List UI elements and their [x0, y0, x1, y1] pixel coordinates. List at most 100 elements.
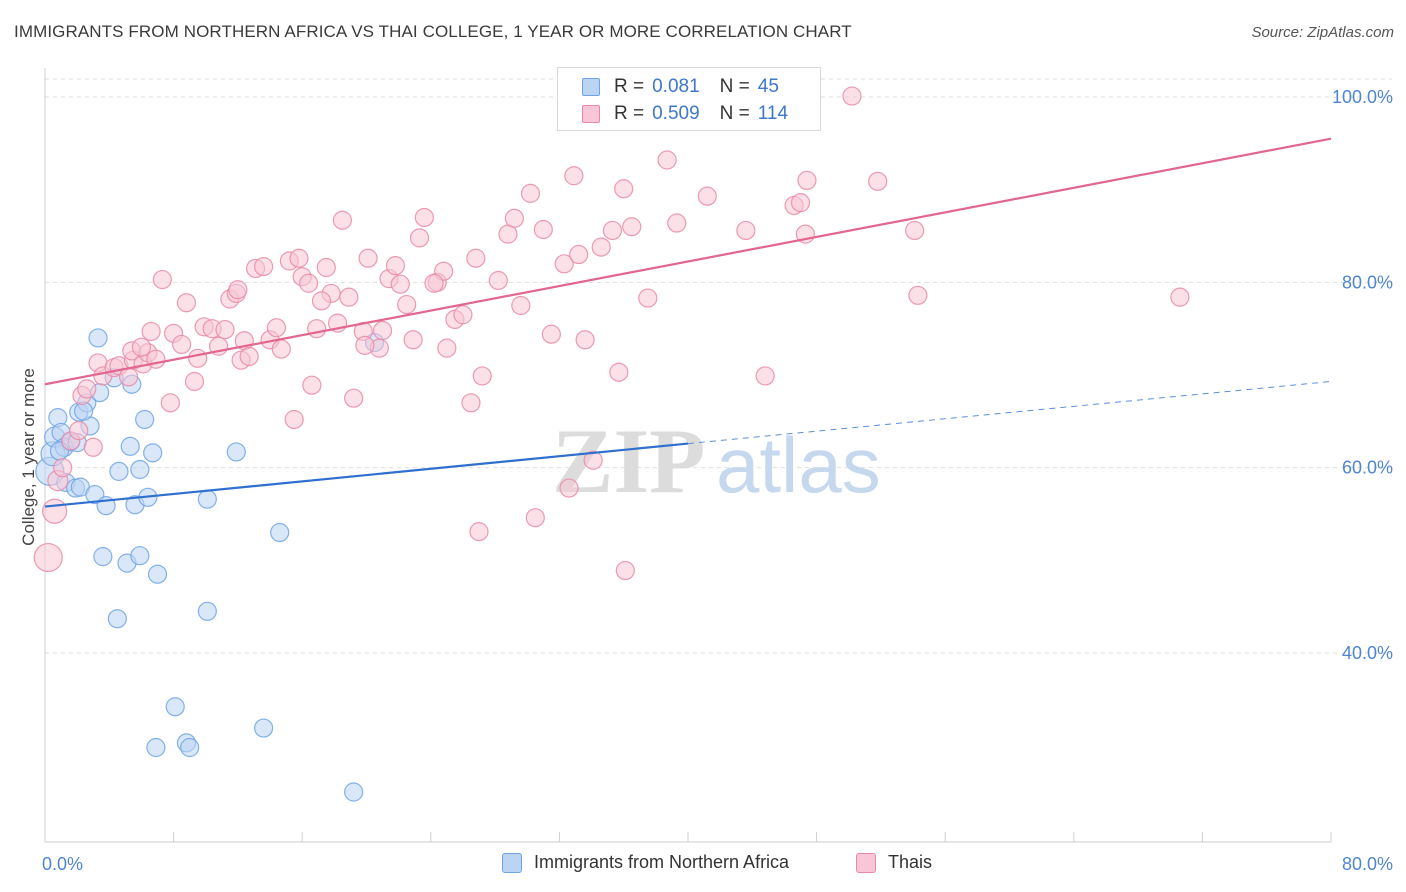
data-point[interactable]	[266, 318, 287, 338]
data-point[interactable]	[160, 393, 180, 413]
data-point[interactable]	[525, 508, 545, 528]
data-point[interactable]	[554, 254, 574, 274]
data-point[interactable]	[339, 287, 359, 307]
data-point[interactable]	[93, 547, 113, 567]
data-point[interactable]	[120, 436, 140, 456]
data-point[interactable]	[88, 328, 108, 348]
data-point[interactable]	[146, 349, 166, 369]
data-point[interactable]	[316, 257, 336, 278]
data-point[interactable]	[131, 337, 152, 357]
data-point[interactable]	[424, 273, 444, 293]
data-point[interactable]	[657, 150, 677, 170]
data-point[interactable]	[797, 170, 817, 190]
data-point[interactable]	[355, 335, 375, 355]
data-point[interactable]	[184, 371, 205, 392]
data-point[interactable]	[311, 291, 332, 311]
data-point[interactable]	[736, 220, 756, 241]
data-point[interactable]	[575, 330, 595, 350]
data-point[interactable]	[176, 293, 197, 313]
data-point[interactable]	[141, 321, 161, 342]
data-point[interactable]	[135, 409, 155, 430]
data-point[interactable]	[344, 388, 364, 408]
data-point[interactable]	[472, 366, 492, 386]
data-point[interactable]	[403, 330, 423, 350]
data-point[interactable]	[344, 782, 364, 802]
data-point[interactable]	[591, 237, 611, 257]
data-point[interactable]	[583, 450, 603, 470]
data-point[interactable]	[559, 478, 579, 498]
data-point[interactable]	[397, 294, 417, 315]
data-point[interactable]	[905, 220, 925, 241]
data-point[interactable]	[215, 319, 235, 340]
data-point[interactable]	[188, 348, 208, 368]
data-point[interactable]	[790, 193, 811, 213]
data-point[interactable]	[332, 210, 352, 230]
data-point[interactable]	[152, 269, 172, 290]
data-point[interactable]	[615, 560, 635, 581]
data-point[interactable]	[302, 375, 322, 395]
data-point[interactable]	[226, 442, 246, 462]
data-point[interactable]	[520, 183, 541, 203]
data-point[interactable]	[143, 443, 163, 463]
data-point[interactable]	[107, 609, 127, 629]
data-point[interactable]	[146, 737, 166, 758]
data-point[interactable]	[284, 409, 304, 430]
data-point[interactable]	[469, 522, 489, 542]
data-point[interactable]	[667, 213, 687, 233]
data-point[interactable]	[299, 273, 319, 293]
data-point[interactable]	[755, 366, 775, 386]
data-point[interactable]	[622, 217, 642, 237]
data-point[interactable]	[614, 179, 634, 199]
data-point[interactable]	[69, 421, 89, 441]
data-point[interactable]	[390, 274, 410, 294]
data-point[interactable]	[602, 220, 623, 241]
data-point[interactable]	[109, 461, 129, 481]
data-point[interactable]	[908, 285, 928, 305]
data-point[interactable]	[239, 346, 259, 367]
data-point[interactable]	[868, 171, 888, 191]
data-point[interactable]	[437, 338, 457, 358]
data-point[interactable]	[289, 248, 309, 268]
data-point[interactable]	[511, 295, 531, 316]
data-point[interactable]	[372, 320, 393, 341]
data-point[interactable]	[609, 362, 629, 382]
data-point[interactable]	[307, 319, 327, 339]
data-point[interactable]	[569, 244, 589, 265]
data-point[interactable]	[130, 546, 150, 566]
data-point[interactable]	[504, 208, 524, 228]
data-point[interactable]	[453, 305, 473, 325]
data-point[interactable]	[271, 339, 291, 359]
data-point[interactable]	[165, 697, 185, 717]
data-point[interactable]	[130, 459, 150, 480]
data-point[interactable]	[77, 379, 97, 399]
data-point[interactable]	[697, 186, 717, 206]
data-point[interactable]	[638, 288, 658, 308]
data-point[interactable]	[385, 256, 406, 276]
data-point[interactable]	[842, 86, 862, 106]
data-point[interactable]	[414, 207, 434, 228]
data-point[interactable]	[1170, 287, 1190, 307]
data-point[interactable]	[180, 737, 200, 758]
series-legend-item-thais[interactable]: Thais	[856, 852, 932, 873]
data-point[interactable]	[270, 522, 290, 543]
data-point[interactable]	[254, 718, 274, 738]
data-point[interactable]	[197, 601, 217, 621]
data-point[interactable]	[564, 166, 584, 186]
data-point[interactable]	[147, 564, 168, 584]
data-point[interactable]	[488, 270, 508, 291]
data-point[interactable]	[461, 393, 481, 413]
series-legend-item-north-africa[interactable]: Immigrants from Northern Africa	[502, 852, 789, 873]
data-point[interactable]	[228, 280, 248, 300]
data-point[interactable]	[409, 228, 430, 248]
data-point[interactable]	[53, 458, 73, 478]
data-point[interactable]	[358, 248, 378, 268]
data-point[interactable]	[466, 248, 486, 268]
data-point[interactable]	[533, 219, 553, 240]
data-point[interactable]	[42, 498, 68, 524]
data-point[interactable]	[254, 256, 274, 277]
data-point[interactable]	[197, 489, 217, 509]
data-point[interactable]	[541, 324, 561, 344]
data-point[interactable]	[83, 437, 103, 457]
data-point[interactable]	[33, 542, 63, 573]
data-point[interactable]	[172, 334, 192, 355]
